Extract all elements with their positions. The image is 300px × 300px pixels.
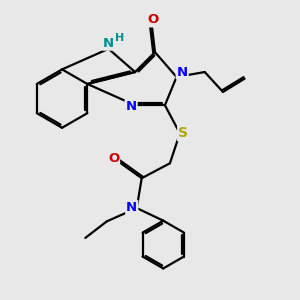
Text: O: O [148, 14, 159, 26]
Text: O: O [108, 152, 119, 165]
Text: N: N [177, 65, 188, 79]
Text: H: H [115, 33, 124, 43]
Text: N: N [125, 100, 137, 113]
Text: N: N [126, 201, 137, 214]
Text: N: N [102, 37, 113, 50]
Text: S: S [178, 126, 188, 140]
